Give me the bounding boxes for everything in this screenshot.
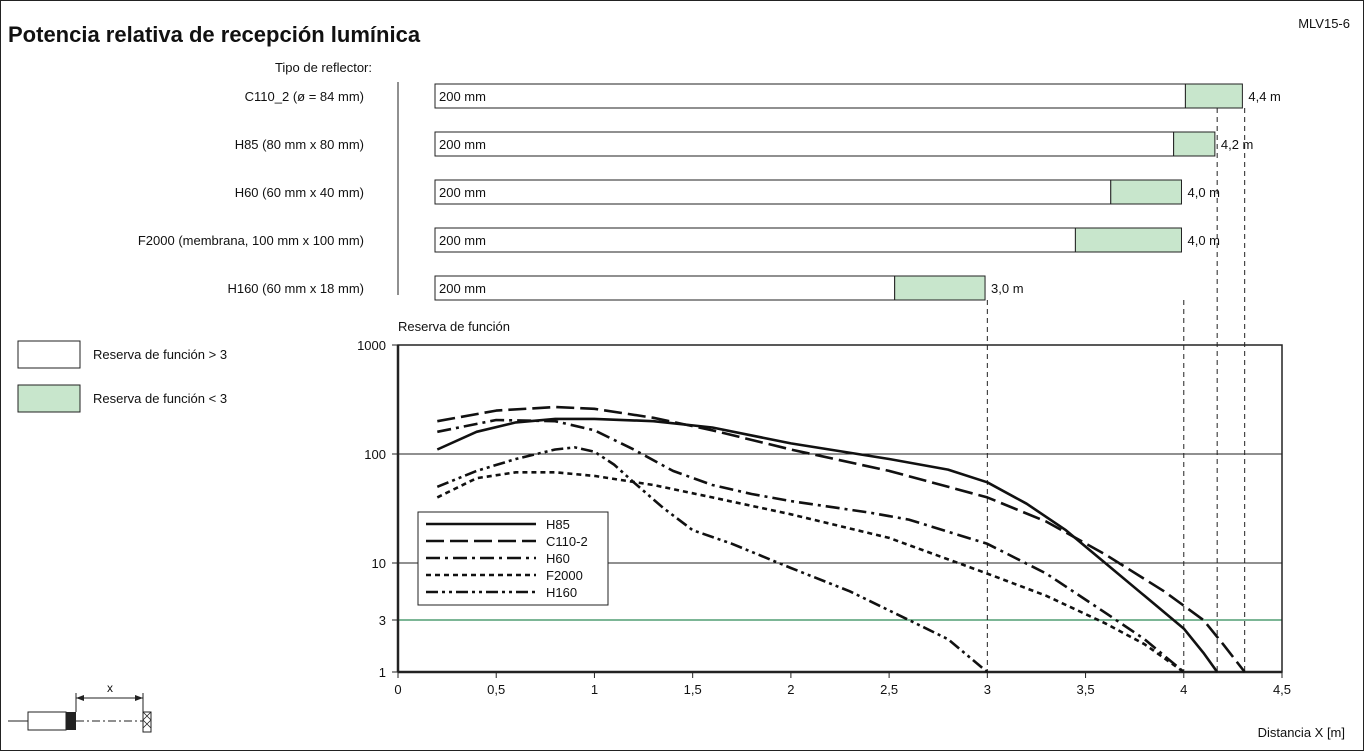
reflector-label: H160 (60 mm x 18 mm) xyxy=(227,281,364,296)
x-tick-label: 3,5 xyxy=(1077,682,1095,697)
legend-swatch-low xyxy=(18,385,80,412)
x-tick-label: 1 xyxy=(591,682,598,697)
x-tick-label: 4,5 xyxy=(1273,682,1291,697)
series-legend-label: H60 xyxy=(546,551,570,566)
y-tick-label: 100 xyxy=(364,447,386,462)
bar-min-label: 200 mm xyxy=(439,233,486,248)
x-axis-label: Distancia X [m] xyxy=(1258,725,1345,740)
dimension-label: x xyxy=(107,681,113,695)
bar-max-label: 4,0 m xyxy=(1187,185,1220,200)
reflector-shape xyxy=(143,712,151,732)
dimension-arrow-left xyxy=(76,695,84,701)
bar-reserve-high xyxy=(435,228,1075,252)
x-tick-label: 0,5 xyxy=(487,682,505,697)
bar-reserve-low xyxy=(1174,132,1215,156)
series-legend-label: H160 xyxy=(546,585,577,600)
reflector-label: C110_2 (ø = 84 mm) xyxy=(245,89,364,104)
bar-min-label: 200 mm xyxy=(439,185,486,200)
legend-box-high: Reserva de función > 3 xyxy=(18,341,227,368)
reflector-label: H60 (60 mm x 40 mm) xyxy=(235,185,364,200)
reflector-label: F2000 (membrana, 100 mm x 100 mm) xyxy=(138,233,364,248)
legend-label-high: Reserva de función > 3 xyxy=(93,347,227,362)
sensor-diagram: x xyxy=(8,681,151,732)
y-tick-label: 1000 xyxy=(357,338,386,353)
bar-max-label: 3,0 m xyxy=(991,281,1024,296)
x-tick-label: 3 xyxy=(984,682,991,697)
dimension-arrow-right xyxy=(135,695,143,701)
model-label: MLV15-6 xyxy=(1298,16,1350,31)
bar-reserve-low xyxy=(895,276,985,300)
bar-min-label: 200 mm xyxy=(439,137,486,152)
bar-max-label: 4,4 m xyxy=(1248,89,1281,104)
x-tick-label: 2 xyxy=(787,682,794,697)
y-tick-label: 10 xyxy=(372,556,386,571)
series-legend-label: H85 xyxy=(546,517,570,532)
reflector-header: Tipo de reflector: xyxy=(275,60,372,75)
bar-min-label: 200 mm xyxy=(439,281,486,296)
legend-swatch-high xyxy=(18,341,80,368)
chart-title: Potencia relativa de recepción lumínica xyxy=(8,22,421,47)
bar-reserve-low xyxy=(1075,228,1181,252)
bar-max-label: 4,0 m xyxy=(1187,233,1220,248)
x-tick-label: 0 xyxy=(394,682,401,697)
bar-reserve-high xyxy=(435,180,1111,204)
bar-reserve-low xyxy=(1111,180,1182,204)
bar-max-label: 4,2 m xyxy=(1221,137,1254,152)
x-tick-label: 2,5 xyxy=(880,682,898,697)
bar-reserve-high xyxy=(435,84,1185,108)
x-tick-label: 4 xyxy=(1180,682,1187,697)
sensor-lens xyxy=(66,712,76,730)
legend-label-low: Reserva de función < 3 xyxy=(93,391,227,406)
bar-reserve-low xyxy=(1185,84,1242,108)
series-legend-label: C110-2 xyxy=(546,534,588,549)
bar-reserve-high xyxy=(435,276,895,300)
bar-reserve-high xyxy=(435,132,1174,156)
sensor-body xyxy=(28,712,66,730)
reflector-label: H85 (80 mm x 80 mm) xyxy=(235,137,364,152)
y-tick-label: 3 xyxy=(379,613,386,628)
range-bars: C110_2 (ø = 84 mm) 200 mm 4,4 m H85 (80 mm … xyxy=(138,84,1281,300)
plot-frame xyxy=(398,345,1282,672)
series-legend-label: F2000 xyxy=(546,568,583,583)
y-axis-label: Reserva de función xyxy=(398,319,510,334)
bar-min-label: 200 mm xyxy=(439,89,486,104)
x-tick-label: 1,5 xyxy=(684,682,702,697)
y-tick-label: 1 xyxy=(379,665,386,680)
legend-box-low: Reserva de función < 3 xyxy=(18,385,227,412)
